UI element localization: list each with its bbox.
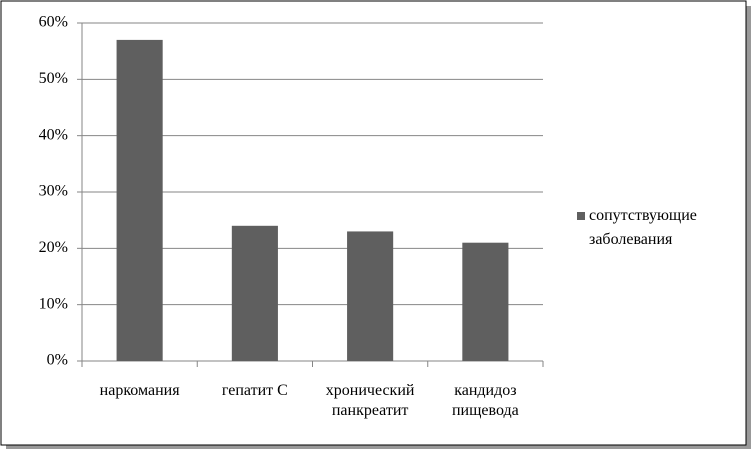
bar [116,39,163,362]
x-tick-label: гепатит С [221,382,288,399]
y-tick-label: 40% [39,126,68,143]
x-tick-label: кандидоз пищевода [451,382,519,419]
bar [462,242,509,361]
y-tick-label: 20% [39,239,68,256]
legend-swatch [577,212,585,220]
y-tick-label: 50% [39,70,68,87]
y-tick-label: 30% [39,183,68,200]
bar [347,231,394,361]
y-tick-label: 10% [39,295,68,312]
x-tick-label: хронический панкреатит [325,382,415,419]
y-tick-label: 60% [39,14,68,31]
bar [231,225,278,361]
legend-label: сопутствующие заболевания [589,207,697,248]
x-tick-label: наркомания [99,382,180,399]
y-tick-label: 0% [47,352,68,369]
